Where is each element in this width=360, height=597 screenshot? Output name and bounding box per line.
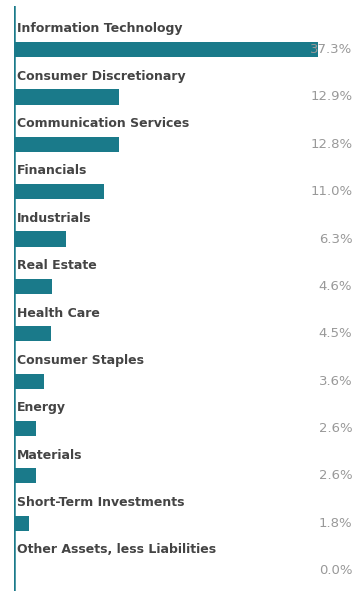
Bar bbox=[14, 90, 120, 104]
Text: Energy: Energy bbox=[17, 401, 66, 414]
Text: 0.0%: 0.0% bbox=[319, 564, 352, 577]
Bar bbox=[14, 279, 52, 294]
Text: 6.3%: 6.3% bbox=[319, 233, 352, 245]
Text: Real Estate: Real Estate bbox=[17, 259, 96, 272]
Text: 37.3%: 37.3% bbox=[310, 43, 352, 56]
Text: Consumer Staples: Consumer Staples bbox=[17, 354, 144, 367]
Text: Other Assets, less Liabilities: Other Assets, less Liabilities bbox=[17, 543, 216, 556]
Text: 2.6%: 2.6% bbox=[319, 422, 352, 435]
Text: Industrials: Industrials bbox=[17, 212, 91, 225]
Text: 2.6%: 2.6% bbox=[319, 469, 352, 482]
Bar bbox=[14, 184, 104, 199]
Bar bbox=[14, 468, 36, 484]
Text: 12.8%: 12.8% bbox=[310, 138, 352, 151]
Text: Short-Term Investments: Short-Term Investments bbox=[17, 496, 184, 509]
Text: Consumer Discretionary: Consumer Discretionary bbox=[17, 70, 185, 83]
Text: Materials: Materials bbox=[17, 449, 82, 461]
Text: 4.5%: 4.5% bbox=[319, 327, 352, 340]
Text: 11.0%: 11.0% bbox=[310, 185, 352, 198]
Bar bbox=[14, 137, 119, 152]
Bar bbox=[14, 326, 51, 341]
Bar bbox=[14, 42, 318, 57]
Text: Financials: Financials bbox=[17, 164, 87, 177]
Text: 1.8%: 1.8% bbox=[319, 517, 352, 530]
Text: 4.6%: 4.6% bbox=[319, 280, 352, 293]
Bar bbox=[14, 374, 44, 389]
Text: Communication Services: Communication Services bbox=[17, 117, 189, 130]
Bar bbox=[14, 516, 29, 531]
Text: Information Technology: Information Technology bbox=[17, 22, 183, 35]
Text: Health Care: Health Care bbox=[17, 307, 100, 319]
Bar bbox=[14, 421, 36, 436]
Text: 12.9%: 12.9% bbox=[310, 90, 352, 103]
Bar bbox=[14, 232, 66, 247]
Text: 3.6%: 3.6% bbox=[319, 375, 352, 387]
